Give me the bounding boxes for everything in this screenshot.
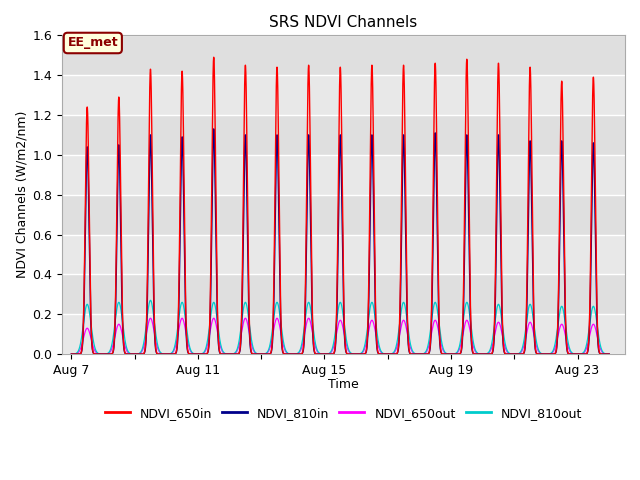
Text: EE_met: EE_met [68, 36, 118, 49]
Bar [62, 36, 625, 75]
Bar [62, 195, 625, 235]
Title: SRS NDVI Channels: SRS NDVI Channels [269, 15, 417, 30]
Legend: NDVI_650in, NDVI_810in, NDVI_650out, NDVI_810out: NDVI_650in, NDVI_810in, NDVI_650out, NDV… [100, 402, 587, 425]
Bar [62, 275, 625, 314]
X-axis label: Time: Time [328, 378, 359, 391]
Bar [62, 115, 625, 155]
Y-axis label: NDVI Channels (W/m2/nm): NDVI Channels (W/m2/nm) [15, 111, 28, 278]
